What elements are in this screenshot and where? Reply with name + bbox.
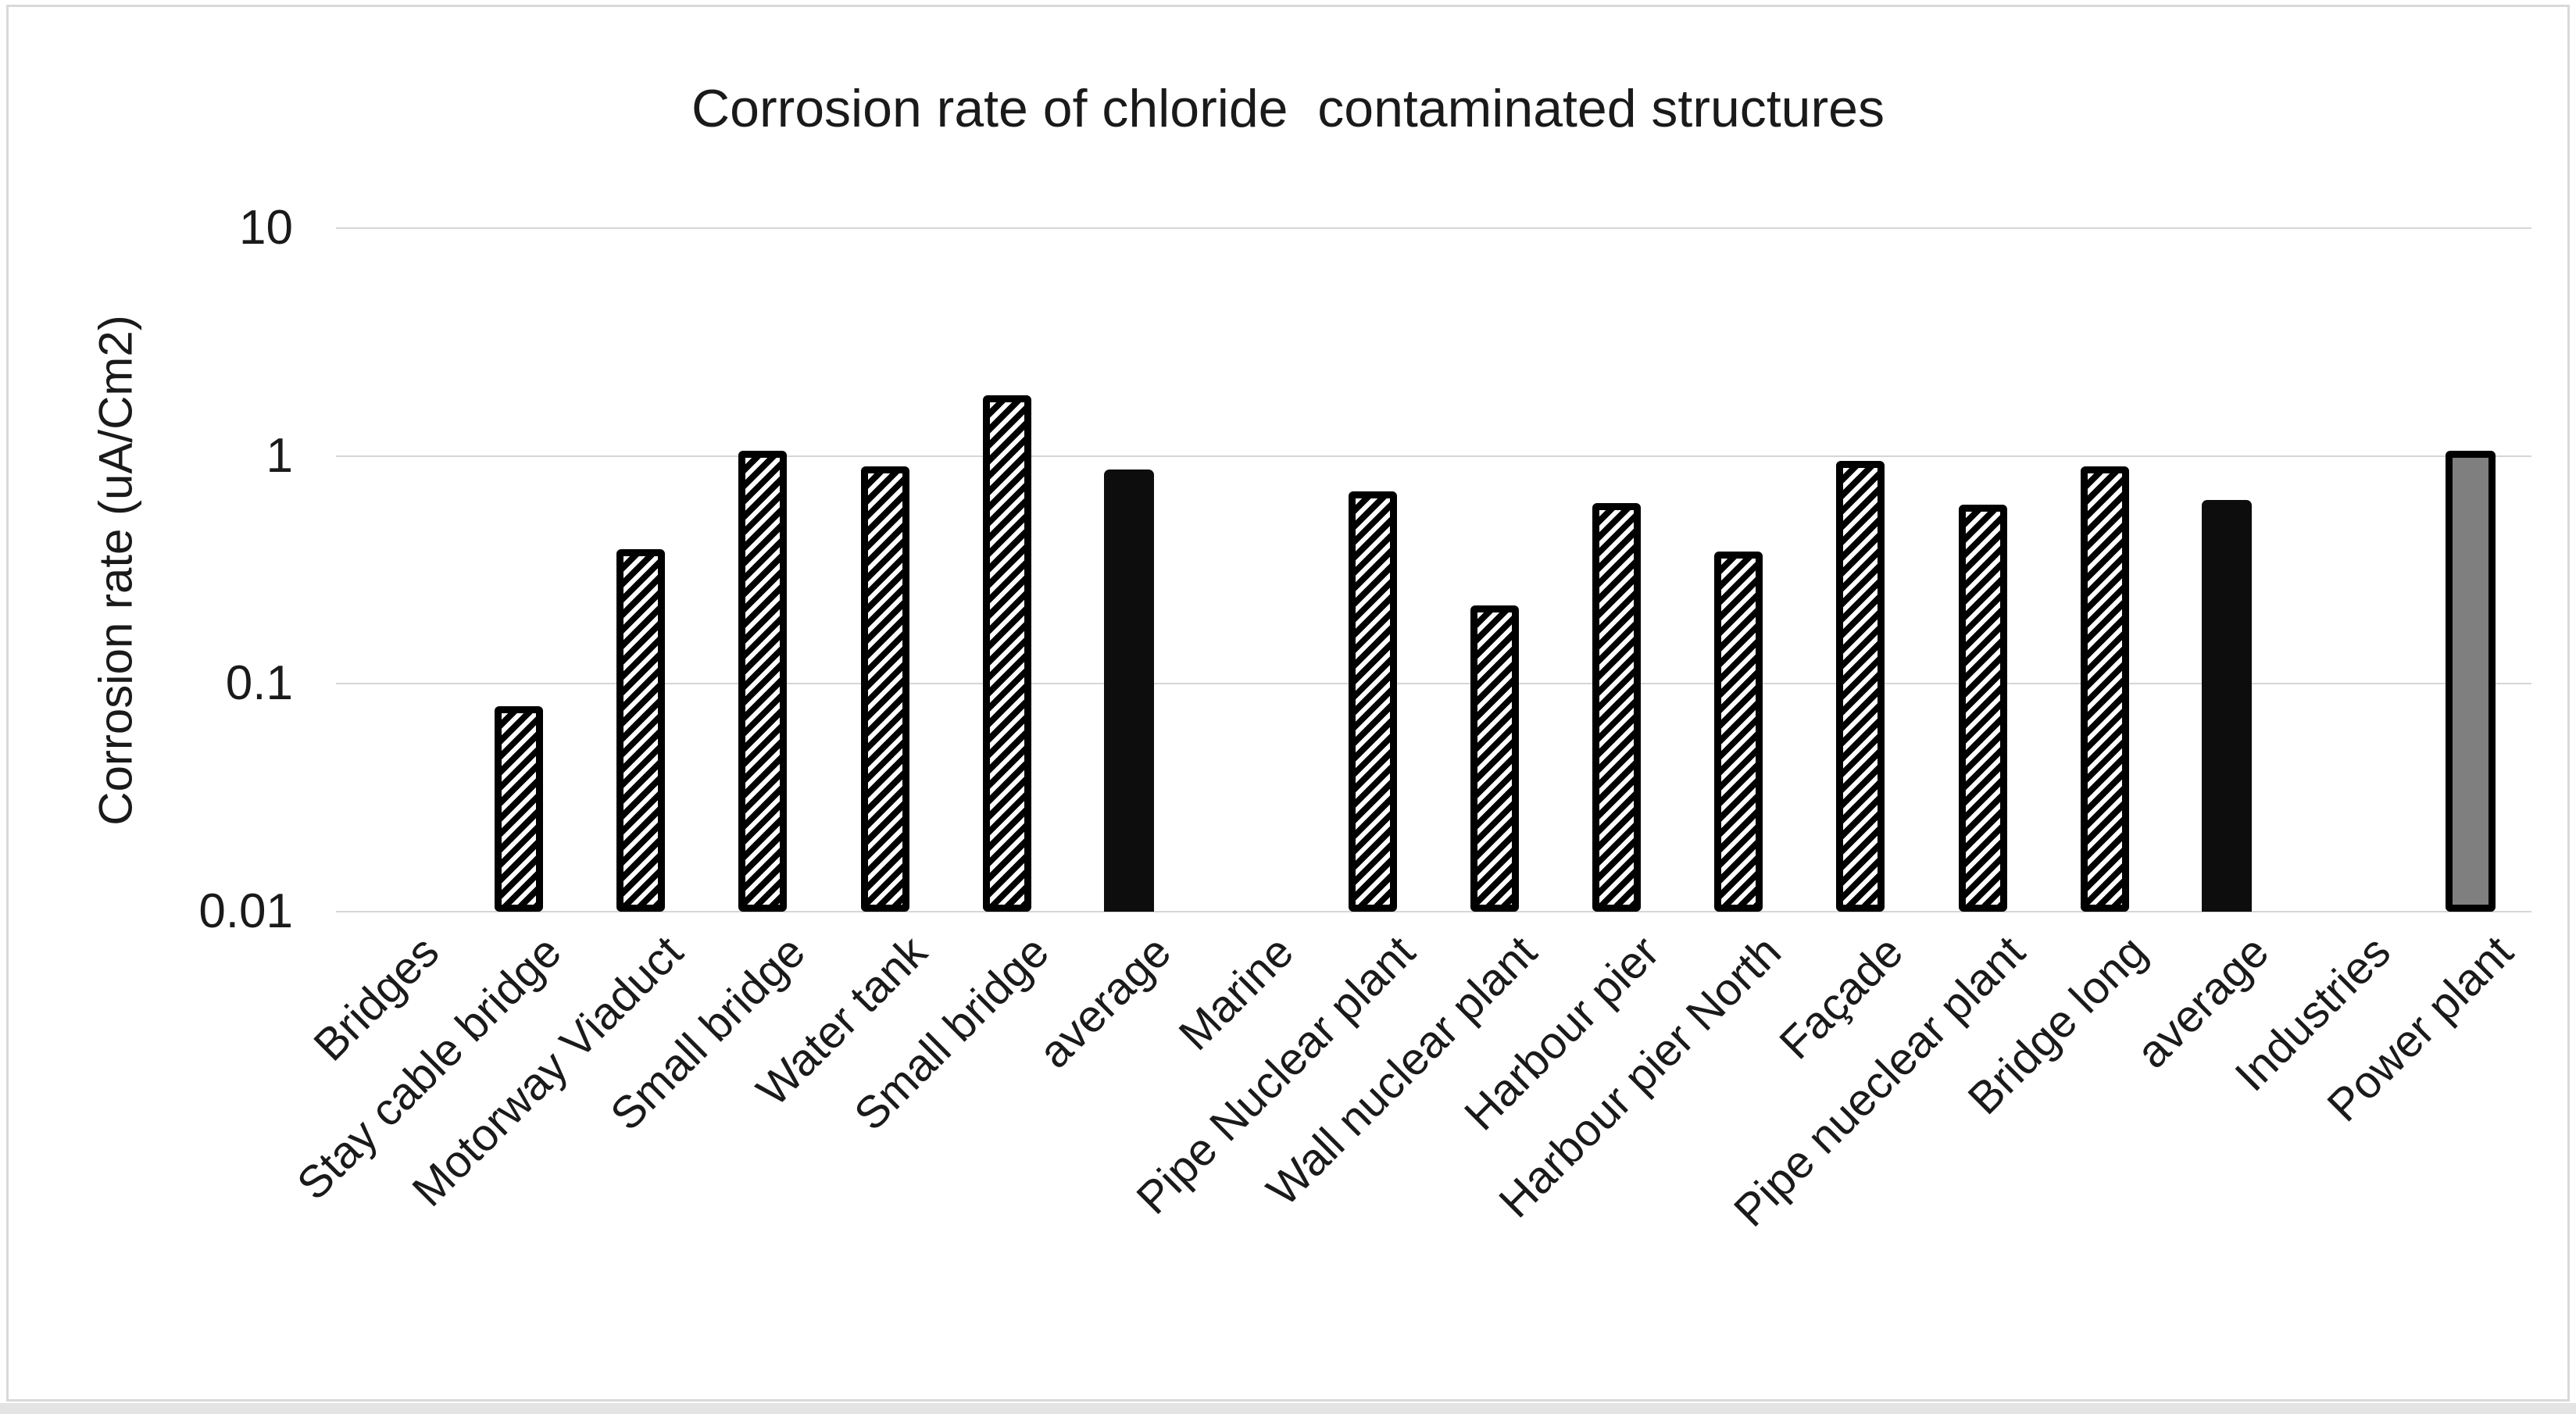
x-category-label: average: [1029, 926, 1181, 1078]
bar-bridge-long: [2081, 466, 2129, 912]
gridline: [336, 455, 2531, 457]
bar-wall-nuclear-plant: [1470, 605, 1519, 912]
bar-small-bridge: [983, 395, 1031, 912]
bar-fa-ade: [1836, 461, 1885, 912]
bar-average: [2202, 500, 2252, 912]
y-tick-label: 10: [239, 201, 293, 255]
gridline: [336, 683, 2531, 685]
y-tick-label: 0.01: [198, 884, 293, 938]
bar-stay-cable-bridge: [495, 706, 543, 912]
gridline: [336, 227, 2531, 229]
bar-pipe-nuclear-plant: [1349, 491, 1397, 912]
bar-average: [1104, 470, 1154, 912]
bar-power-plant: [2446, 451, 2496, 912]
y-tick-label: 1: [266, 428, 293, 483]
bar-harbour-pier: [1592, 503, 1641, 912]
chart-title: Corrosion rate of chloride contaminated …: [691, 79, 1885, 138]
gridline: [336, 911, 2531, 912]
chart-bottom-edge: [0, 1403, 2576, 1414]
bar-harbour-pier-north: [1714, 552, 1763, 912]
y-axis-title: Corrosion rate (uA/Cm2): [89, 315, 142, 826]
plot-area: [336, 227, 2531, 912]
y-tick-label: 0.1: [225, 656, 293, 711]
bar-motorway-viaduct: [616, 549, 665, 912]
bar-small-bridge: [738, 451, 787, 912]
bar-pipe-nueclear-plant: [1959, 505, 2007, 912]
bar-water-tank: [861, 466, 909, 912]
